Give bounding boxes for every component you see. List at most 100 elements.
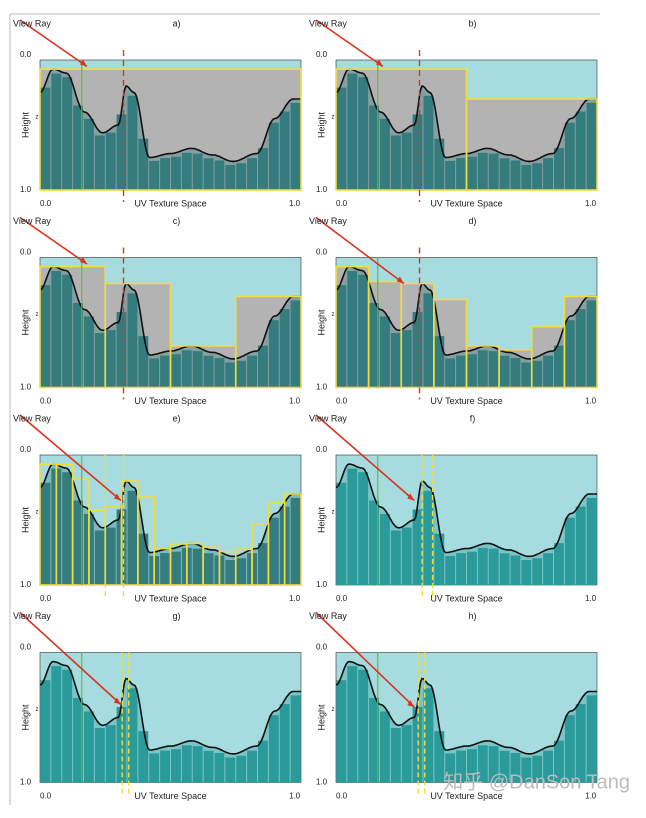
texel — [358, 669, 369, 783]
texel — [401, 132, 412, 190]
texel — [347, 271, 358, 388]
texel — [390, 727, 401, 783]
texel — [499, 553, 510, 585]
texel — [171, 354, 181, 388]
texel — [51, 73, 62, 190]
texel — [116, 311, 127, 388]
view-ray-label: View Ray — [13, 611, 51, 621]
view-ray-label: View Ray — [309, 216, 347, 226]
panel: View Ray h) 0.0 1.0 Height z 0.0 UV Texture Spa… — [309, 611, 598, 801]
height-area — [40, 69, 301, 190]
texel — [423, 490, 434, 585]
texel — [268, 715, 279, 783]
texel — [290, 102, 301, 190]
texel — [543, 158, 553, 190]
x-left: 0.0 — [40, 594, 52, 603]
texel — [543, 355, 553, 388]
panel: View Ray c) 0.0 1.0 Height z 0.0 UV Texture Spa… — [13, 216, 302, 406]
texel — [258, 543, 268, 585]
texel — [488, 746, 499, 783]
texel — [127, 95, 138, 190]
x-right: 1.0 — [585, 792, 597, 801]
texel — [380, 316, 390, 388]
texel — [127, 293, 138, 388]
x-right: 1.0 — [289, 594, 301, 603]
texel — [521, 757, 532, 783]
texel — [347, 666, 358, 783]
texel — [369, 303, 379, 388]
x-right: 1.0 — [289, 199, 301, 208]
texel — [203, 750, 214, 783]
texel — [247, 158, 257, 190]
x-label: UV Texture Space — [134, 198, 206, 208]
ray-head — [407, 700, 415, 708]
view-ray-label: View Ray — [309, 611, 347, 621]
max-box — [39, 68, 302, 191]
max-region — [40, 69, 301, 190]
panel-label: g) — [172, 611, 180, 621]
max-box — [465, 98, 598, 191]
x-right: 1.0 — [289, 792, 301, 801]
texel — [445, 555, 456, 585]
y-label: Height — [316, 309, 326, 336]
x-left: 0.0 — [336, 397, 348, 406]
texel — [214, 753, 225, 783]
texel — [467, 156, 477, 190]
texel — [149, 160, 160, 190]
texel — [477, 547, 488, 585]
texel — [477, 152, 488, 190]
texel — [543, 750, 553, 783]
texel — [279, 309, 290, 388]
max-box — [563, 295, 598, 389]
max-region — [40, 266, 106, 388]
x-right: 1.0 — [585, 199, 597, 208]
texel — [290, 695, 301, 783]
texel — [160, 355, 170, 388]
y-top: 0.0 — [20, 445, 32, 454]
texel — [236, 360, 247, 388]
view-ray — [315, 216, 405, 285]
texel — [521, 165, 532, 190]
texel — [488, 351, 499, 388]
texel — [445, 358, 456, 388]
texel — [138, 336, 149, 388]
max-region — [170, 345, 236, 388]
texel — [445, 160, 456, 190]
texel — [73, 105, 83, 190]
texel — [358, 274, 369, 388]
texel — [105, 725, 116, 783]
texel — [401, 527, 412, 585]
texel — [236, 163, 247, 190]
y-top: 0.0 — [316, 248, 328, 257]
z-label: z — [36, 510, 39, 516]
x-right: 1.0 — [289, 397, 301, 406]
texel — [247, 750, 257, 783]
texel — [94, 727, 105, 783]
z-label: z — [332, 510, 335, 516]
texel — [127, 688, 138, 783]
texel — [105, 527, 116, 585]
height-area — [336, 464, 597, 585]
texel — [192, 153, 203, 190]
y-bottom: 1.0 — [20, 383, 32, 392]
texel — [369, 698, 379, 783]
texel — [181, 152, 192, 190]
texel — [225, 362, 236, 388]
texel — [380, 118, 390, 190]
texel — [456, 355, 466, 388]
texel — [225, 560, 236, 585]
ray-head — [407, 493, 415, 501]
view-ray-label: View Ray — [13, 18, 51, 28]
texel — [586, 102, 597, 190]
panel-label: d) — [468, 216, 476, 226]
texel — [73, 500, 83, 585]
view-ray-label: View Ray — [309, 18, 347, 28]
texel — [279, 111, 290, 190]
texel — [434, 731, 445, 783]
height-area — [336, 661, 597, 783]
texel — [434, 533, 445, 585]
height-curve — [335, 463, 597, 558]
texel — [499, 355, 510, 388]
x-label: UV Texture Space — [430, 396, 502, 406]
texel — [105, 330, 116, 388]
